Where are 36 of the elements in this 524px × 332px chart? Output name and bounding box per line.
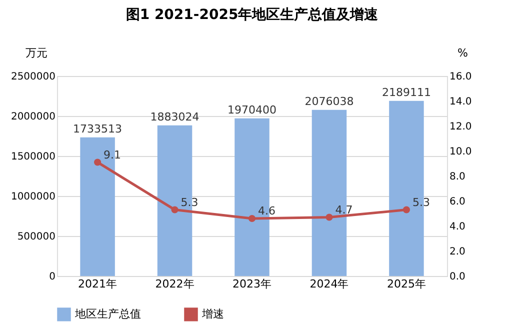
data-label: 1970400 <box>228 103 276 116</box>
x-tick-label: 2025年 <box>386 278 426 290</box>
point <box>248 214 256 222</box>
x-tick-label: 2021年 <box>78 278 118 290</box>
point <box>171 206 178 214</box>
data-label: 2076038 <box>304 94 354 108</box>
point <box>326 214 333 221</box>
data-label: 1883024 <box>150 110 200 124</box>
y2-tick-label: 0.0 <box>450 272 466 282</box>
y-tick-label: 1500000 <box>10 152 56 162</box>
chart-title: 图1 2021-2025年地区生产总值及增速 <box>126 6 380 23</box>
y2-axis-title: % <box>458 46 468 60</box>
y-tick-label: 2000000 <box>10 112 56 122</box>
data-label: 2189111 <box>382 86 431 99</box>
y2-tick-label: 12.0 <box>450 122 472 132</box>
x-tick-label: 2024年 <box>310 278 349 290</box>
point <box>402 206 410 214</box>
y2-tick-label: 8.0 <box>450 172 466 182</box>
y2-tick-label: 6.0 <box>450 196 466 208</box>
y2-tick-label: 10.0 <box>450 146 472 158</box>
y-axis-title: 万元 <box>26 46 48 60</box>
y2-tick-label: 2.0 <box>450 246 466 258</box>
y-tick-label: 500000 <box>17 232 56 242</box>
y-tick-label: 2500000 <box>10 72 56 82</box>
x-tick-label: 2022年 <box>155 278 194 290</box>
data-label: 9.1 <box>104 148 122 162</box>
y-tick-label: 0 <box>49 272 56 282</box>
point <box>94 158 102 166</box>
y-tick-label: 1000000 <box>10 192 56 202</box>
data-label: 1733513 <box>73 122 122 136</box>
legend-label: 地区生产总值 <box>74 307 141 320</box>
y2-tick-label: 16.0 <box>450 72 472 82</box>
y2-tick-label: 14.0 <box>450 96 472 108</box>
x-tick-label: 2023年 <box>232 278 272 290</box>
legend-label: 增速 <box>201 307 224 320</box>
y2-tick-label: 4.0 <box>450 222 466 232</box>
